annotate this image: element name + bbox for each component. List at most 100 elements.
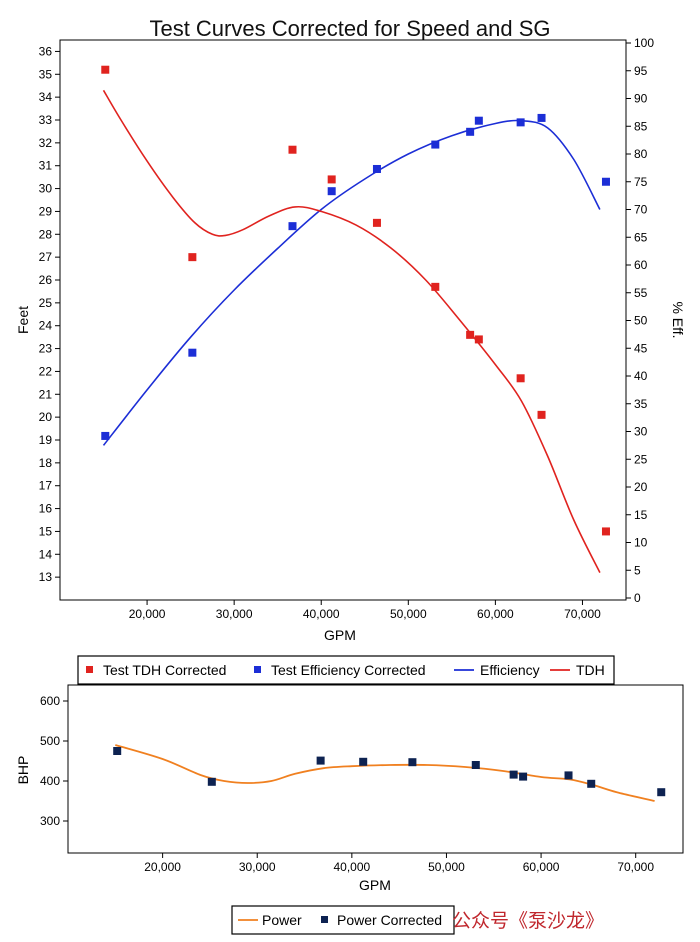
- test-efficiency-point: [188, 348, 197, 357]
- test-tdh-point: [516, 374, 525, 383]
- y2-tick-label: 40: [634, 369, 648, 383]
- y-tick-label: 16: [39, 502, 53, 516]
- tdh-curve: [102, 89, 601, 573]
- x-tick-label: 70,000: [564, 607, 601, 621]
- chart-title: Test Curves Corrected for Speed and SG: [149, 16, 550, 41]
- x-tick-label: 60,000: [523, 860, 560, 874]
- head-efficiency-legend: Test TDH Corrected Test Efficiency Correc…: [77, 655, 615, 685]
- head-efficiency-chart: Test Curves Corrected for Speed and SG 20…: [15, 16, 686, 643]
- y-tick-label: 21: [39, 387, 53, 401]
- y-tick-label: 19: [39, 433, 53, 447]
- test-tdh-point: [431, 282, 440, 291]
- y-tick-label: 31: [39, 159, 53, 173]
- x-tick-label: 20,000: [144, 860, 181, 874]
- y2-tick-label: 80: [634, 147, 648, 161]
- legend-test-tdh-swatch: [86, 666, 93, 673]
- y-tick-label: 35: [39, 67, 53, 81]
- x-axis-label: GPM: [324, 627, 356, 643]
- power-corrected-point: [359, 757, 368, 766]
- y2-tick-label: 20: [634, 480, 648, 494]
- y-tick-label: 33: [39, 113, 53, 127]
- test-efficiency-point: [537, 113, 546, 122]
- y2-tick-label: 30: [634, 425, 648, 439]
- watermark-text: 公众号《泵沙龙》: [452, 910, 605, 932]
- test-tdh-point: [101, 65, 110, 74]
- y2-tick-label: 10: [634, 536, 648, 550]
- test-efficiency-point: [101, 431, 110, 440]
- test-tdh-point: [466, 330, 475, 339]
- test-efficiency-point: [466, 127, 475, 136]
- power-corrected-point: [519, 772, 528, 781]
- y-tick-label: 300: [40, 814, 60, 828]
- x-tick-label: 40,000: [303, 607, 340, 621]
- power-corrected-point: [564, 771, 573, 780]
- y-axis-label: BHP: [15, 756, 31, 785]
- x-axis-label: GPM: [359, 877, 391, 893]
- y-tick-label: 15: [39, 524, 53, 538]
- test-efficiency-point: [327, 187, 336, 196]
- power-corrected-point: [408, 758, 417, 767]
- y2-tick-label: 70: [634, 203, 648, 217]
- y-tick-label: 600: [40, 694, 60, 708]
- x-tick-label: 20,000: [129, 607, 166, 621]
- y2-tick-label: 50: [634, 314, 648, 328]
- power-corrected-point: [657, 788, 666, 797]
- x-tick-label: 60,000: [477, 607, 514, 621]
- y-tick-label: 17: [39, 479, 53, 493]
- test-tdh-point: [188, 253, 197, 262]
- y-tick-label: 18: [39, 456, 53, 470]
- legend-frame: [77, 655, 615, 685]
- test-efficiency-point: [288, 222, 297, 231]
- power-chart: 20,000 30,000 40,000 50,000 60,000 70,000 300 4…: [15, 684, 684, 893]
- test-tdh-point: [601, 527, 610, 536]
- y-axis-label: Feet: [15, 306, 31, 334]
- legend-power-corrected-swatch: [321, 916, 328, 923]
- x-tick-label: 50,000: [428, 860, 465, 874]
- x-tick-label: 70,000: [617, 860, 654, 874]
- power-legend: Power Power Corrected: [231, 905, 455, 935]
- test-efficiency-point: [372, 164, 381, 173]
- test-efficiency-point: [474, 116, 483, 125]
- legend-power-label: Power: [262, 912, 302, 928]
- test-tdh-point: [288, 145, 297, 154]
- y-tick-label: 30: [39, 182, 53, 196]
- y2-tick-label: 85: [634, 119, 648, 133]
- y2-tick-label: 55: [634, 286, 648, 300]
- y-tick-label: 29: [39, 204, 53, 218]
- y2-tick-label: 0: [634, 591, 641, 605]
- legend-power-corrected-label: Power Corrected: [337, 912, 442, 928]
- legend-test-efficiency-swatch: [254, 666, 261, 673]
- power-curve: [115, 744, 655, 802]
- legend-frame: [231, 905, 455, 935]
- test-tdh-point: [372, 218, 381, 227]
- y-tick-label: 28: [39, 227, 53, 241]
- y2-tick-label: 45: [634, 341, 648, 355]
- y2-tick-label: 75: [634, 175, 648, 189]
- power-corrected-point: [316, 756, 325, 765]
- y-tick-label: 13: [39, 570, 53, 584]
- y2-tick-label: 15: [634, 508, 648, 522]
- y2-tick-label: 5: [634, 563, 641, 577]
- y-tick-label: 24: [39, 319, 53, 333]
- y-tick-label: 400: [40, 774, 60, 788]
- y2-tick-label: 25: [634, 452, 648, 466]
- test-efficiency-point: [516, 118, 525, 127]
- x-tick-label: 40,000: [333, 860, 370, 874]
- y-tick-label: 27: [39, 250, 53, 264]
- y-tick-label: 32: [39, 136, 53, 150]
- y-tick-label: 14: [39, 547, 53, 561]
- power-corrected-point: [113, 747, 122, 755]
- y-tick-label: 22: [39, 364, 53, 378]
- y-tick-label: 34: [39, 90, 53, 104]
- test-efficiency-point: [601, 177, 610, 186]
- legend-test-tdh-label: Test TDH Corrected: [103, 662, 226, 678]
- legend-efficiency-label: Efficiency: [480, 662, 540, 678]
- power-corrected-point: [509, 770, 518, 779]
- y-tick-label: 23: [39, 342, 53, 356]
- power-corrected-point: [587, 779, 596, 788]
- y2-tick-label: 60: [634, 258, 648, 272]
- y2-tick-label: 100: [634, 36, 654, 50]
- test-tdh-point: [474, 335, 483, 344]
- y-tick-label: 20: [39, 410, 53, 424]
